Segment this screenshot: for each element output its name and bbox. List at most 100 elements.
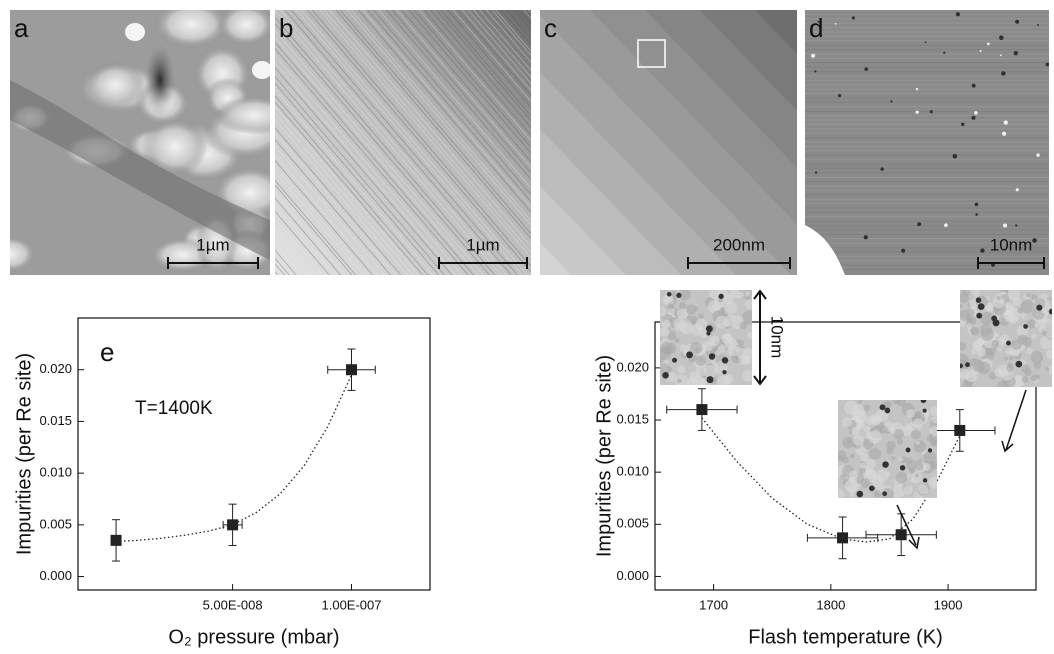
pointer-arrow bbox=[1002, 390, 1026, 451]
stm-image bbox=[275, 0, 531, 590]
impurity bbox=[885, 408, 891, 414]
scale-label: 200nm bbox=[713, 235, 765, 254]
step-edge bbox=[275, 237, 531, 537]
texture bbox=[896, 472, 908, 484]
y-axis-title: Impurities (per Re site) bbox=[13, 353, 35, 555]
x-tick-label: 5.00E-008 bbox=[203, 597, 263, 612]
texture bbox=[677, 365, 685, 373]
texture bbox=[1046, 331, 1053, 338]
defect bbox=[880, 167, 883, 170]
y-tick-label: 0.015 bbox=[616, 411, 649, 426]
texture bbox=[1049, 370, 1053, 374]
texture bbox=[874, 490, 882, 498]
impurity bbox=[923, 409, 927, 413]
y-axis-title: Impurities (per Re site) bbox=[593, 355, 615, 557]
texture bbox=[745, 300, 754, 309]
impurity bbox=[718, 294, 723, 299]
step-edge bbox=[275, 290, 531, 590]
defect bbox=[975, 203, 979, 207]
defect bbox=[999, 35, 1004, 40]
defect bbox=[916, 111, 919, 114]
texture bbox=[713, 348, 717, 352]
texture bbox=[849, 476, 857, 484]
texture bbox=[662, 320, 671, 329]
defect bbox=[852, 16, 855, 19]
impurity bbox=[676, 293, 681, 298]
defect bbox=[987, 43, 990, 46]
texture bbox=[840, 474, 846, 480]
panel-label: d bbox=[809, 13, 823, 43]
y-tick-label: 0.000 bbox=[39, 568, 72, 583]
defect bbox=[1014, 51, 1018, 55]
y-tick-label: 0.005 bbox=[616, 516, 649, 531]
texture bbox=[972, 289, 980, 297]
impurity bbox=[882, 461, 889, 468]
scale-label: 1µm bbox=[466, 235, 499, 254]
texture bbox=[891, 456, 895, 460]
defect bbox=[971, 116, 975, 120]
inset-image bbox=[655, 284, 756, 388]
impurity bbox=[686, 351, 693, 358]
texture bbox=[923, 451, 936, 464]
texture bbox=[860, 478, 870, 488]
texture bbox=[1006, 364, 1013, 371]
defect bbox=[838, 94, 841, 97]
impurity bbox=[882, 491, 887, 496]
texture bbox=[674, 318, 687, 331]
texture bbox=[847, 439, 852, 444]
impurity bbox=[722, 357, 728, 363]
impurity bbox=[965, 362, 970, 367]
stm-image bbox=[0, 0, 294, 275]
texture bbox=[1034, 323, 1038, 327]
texture bbox=[930, 406, 940, 416]
panel-label: c bbox=[544, 13, 557, 43]
impurity bbox=[976, 297, 982, 303]
panel-label: b bbox=[279, 13, 293, 43]
impurity bbox=[900, 465, 905, 470]
defect bbox=[1037, 24, 1039, 26]
defect bbox=[890, 100, 892, 102]
texture bbox=[690, 342, 702, 354]
impurity bbox=[869, 486, 875, 492]
texture bbox=[737, 292, 744, 299]
texture bbox=[869, 448, 881, 460]
y-tick-label: 0.010 bbox=[39, 465, 72, 480]
texture bbox=[1022, 337, 1032, 347]
texture bbox=[850, 454, 855, 459]
pit bbox=[145, 45, 175, 115]
impurity bbox=[1036, 305, 1042, 311]
texture bbox=[1026, 348, 1032, 354]
texture bbox=[844, 401, 858, 415]
texture bbox=[906, 409, 915, 418]
defect bbox=[864, 235, 868, 239]
texture bbox=[1033, 361, 1041, 369]
defect bbox=[1036, 153, 1039, 156]
impurity bbox=[928, 448, 932, 452]
scale-label: 10nm bbox=[990, 235, 1033, 254]
inset-image bbox=[833, 396, 943, 502]
impurity bbox=[672, 358, 677, 363]
texture bbox=[863, 425, 870, 432]
texture bbox=[991, 340, 998, 347]
figure: a1µmb1µmc200nmd10nm0.0000.0050.0100.0150… bbox=[0, 0, 1054, 654]
texture bbox=[909, 468, 915, 474]
inset-image bbox=[955, 287, 1054, 392]
y-tick-label: 0.020 bbox=[39, 361, 72, 376]
texture bbox=[851, 427, 860, 436]
y-tick-label: 0.015 bbox=[39, 413, 72, 428]
annotation: T=1400K bbox=[135, 398, 213, 419]
impurity bbox=[706, 325, 713, 332]
texture bbox=[656, 356, 664, 364]
texture bbox=[833, 489, 845, 501]
defect bbox=[864, 67, 868, 71]
defect bbox=[1032, 238, 1037, 243]
texture bbox=[858, 399, 863, 404]
texture bbox=[976, 347, 986, 357]
texture bbox=[718, 344, 726, 352]
point bbox=[837, 532, 848, 543]
texture bbox=[996, 296, 1000, 300]
texture bbox=[962, 381, 973, 392]
defect bbox=[917, 222, 921, 226]
texture bbox=[1045, 367, 1050, 372]
texture bbox=[735, 346, 740, 351]
